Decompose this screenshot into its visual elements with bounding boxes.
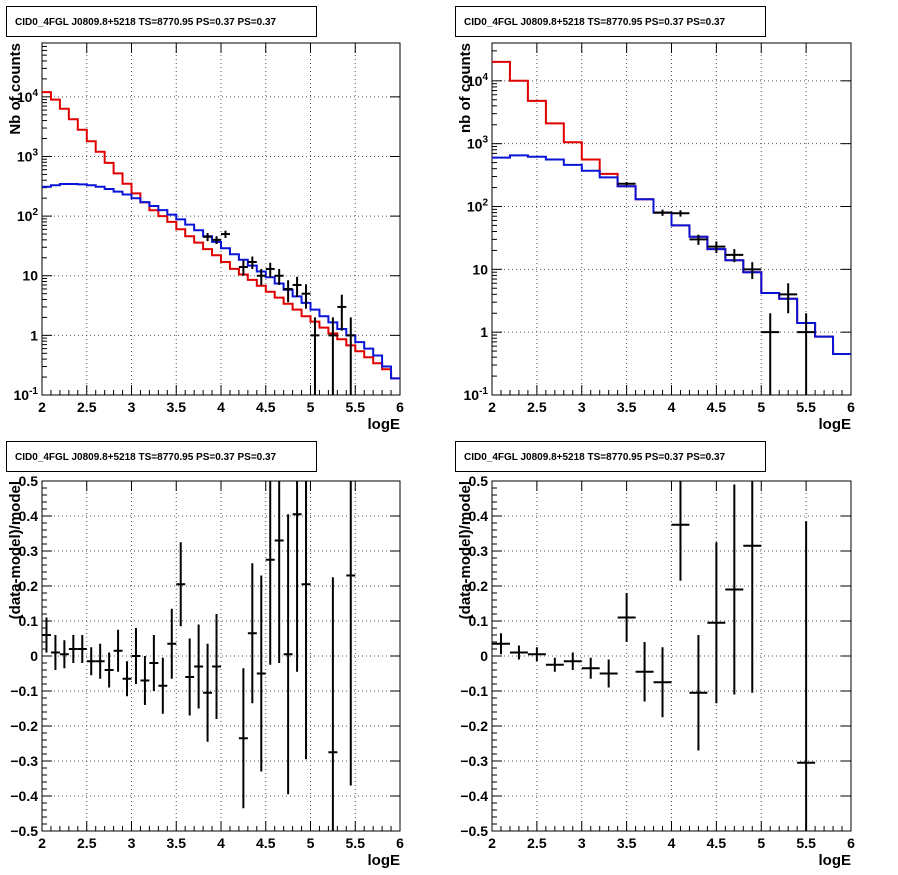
x-tick-label: 4.5 [256,399,276,415]
x-tick-label: 5.5 [346,835,366,851]
chart-title: CID0_4FGL J0809.8+5218 TS=8770.95 PS=0.3… [464,17,726,28]
y-tick-label: 104 [467,72,489,89]
y-tick-label: 0 [480,648,488,664]
y-tick-label: −0.1 [10,683,38,699]
y-tick-label: 0.3 [469,543,489,559]
x-axis-label: logE [819,416,852,433]
x-tick-label: 3 [128,399,136,415]
y-axis-label: (data-model)/model [457,481,474,619]
x-tick-label: 4 [668,399,676,415]
y-tick-label: 0.3 [19,543,39,559]
plot-frame [491,480,852,832]
x-tick-label: 4 [217,835,225,851]
total-model-line [42,91,400,380]
y-tick-label: 102 [467,197,489,214]
y-tick-label: 0.1 [19,613,39,629]
y-axis-label: nb of counts [457,43,474,133]
x-tick-label: 5.5 [796,835,816,851]
y-tick-label: −0.2 [460,718,488,734]
x-tick-label: 2 [488,399,496,415]
y-tick-label: −0.4 [460,788,488,804]
x-tick-label: 2.5 [527,835,547,851]
y-tick-label: 0.2 [469,578,489,594]
y-tick-label: −0.5 [10,823,38,839]
chart-title: CID0_4FGL J0809.8+5218 TS=8770.95 PS=0.3… [464,452,726,463]
y-tick-label: 0.5 [469,473,489,489]
y-tick-label: −0.2 [10,718,38,734]
y-tick-label: −0.3 [460,753,488,769]
x-tick-label: 6 [396,835,404,851]
x-tick-label: 3.5 [617,835,637,851]
x-tick-label: 3.5 [617,399,637,415]
x-tick-label: 5 [307,835,315,851]
chart-panel-1: CID0_4FGL J0809.8+5218 TS=8770.95 PS=0.3… [6,6,404,433]
x-tick-label: 5 [757,399,765,415]
y-tick-label: −0.3 [10,753,38,769]
chart-panel-2: CID0_4FGL J0809.8+5218 TS=8770.95 PS=0.3… [455,6,855,433]
x-tick-label: 2.5 [527,399,547,415]
x-tick-label: 4.5 [256,835,276,851]
y-axis-label: Nb of counts [7,43,24,135]
y-tick-label: 10-1 [14,386,39,403]
y-tick-label: −0.1 [460,683,488,699]
y-tick-label: 103 [17,147,39,164]
x-axis-label: logE [368,416,401,433]
x-tick-label: 3.5 [167,835,187,851]
x-tick-label: 2 [38,399,46,415]
y-tick-label: 0.2 [19,578,39,594]
x-tick-label: 3 [578,835,586,851]
x-tick-label: 5.5 [346,399,366,415]
x-tick-label: 5.5 [796,399,816,415]
y-tick-label: 0.4 [19,508,39,524]
x-tick-label: 2 [38,835,46,851]
y-tick-label: 10 [22,268,38,284]
chart-title: CID0_4FGL J0809.8+5218 TS=8770.95 PS=0.3… [15,17,277,28]
x-tick-label: 5 [757,835,765,851]
title-box [6,6,317,37]
plot-frame [41,480,401,832]
y-tick-label: 102 [17,207,39,224]
x-axis-label: logE [368,852,401,869]
x-tick-label: 3 [578,399,586,415]
chart-panel-4: CID0_4FGL J0809.8+5218 TS=8770.95 PS=0.3… [455,441,855,869]
y-tick-label: 0.5 [19,473,39,489]
x-tick-label: 5 [307,399,315,415]
x-tick-label: 2.5 [77,835,97,851]
y-tick-label: 10-1 [464,386,489,403]
x-tick-label: 6 [847,399,855,415]
x-tick-label: 4 [217,399,225,415]
y-tick-label: 1 [30,327,38,343]
x-tick-label: 6 [396,399,404,415]
x-tick-label: 4 [668,835,676,851]
y-tick-label: 0 [30,648,38,664]
chart-panel-3: CID0_4FGL J0809.8+5218 TS=8770.95 PS=0.3… [6,441,404,869]
x-tick-label: 3.5 [167,399,187,415]
title-box [455,6,766,37]
title-box [6,441,317,472]
title-box [455,441,766,472]
y-tick-label: −0.4 [10,788,38,804]
x-tick-label: 2.5 [77,399,97,415]
source-model-line [42,183,400,380]
y-tick-label: 1 [480,324,488,340]
y-tick-label: −0.5 [460,823,488,839]
chart-title: CID0_4FGL J0809.8+5218 TS=8770.95 PS=0.3… [15,452,277,463]
x-tick-label: 4.5 [707,399,727,415]
x-tick-label: 3 [128,835,136,851]
y-tick-label: 104 [17,88,39,105]
y-tick-label: 10 [472,261,488,277]
x-tick-label: 4.5 [707,835,727,851]
y-tick-label: 103 [467,135,489,152]
x-tick-label: 2 [488,835,496,851]
y-axis-label: (data-model)/model [7,481,24,619]
x-tick-label: 6 [847,835,855,851]
y-tick-label: 0.4 [469,508,489,524]
x-axis-label: logE [819,852,852,869]
y-tick-label: 0.1 [469,613,489,629]
